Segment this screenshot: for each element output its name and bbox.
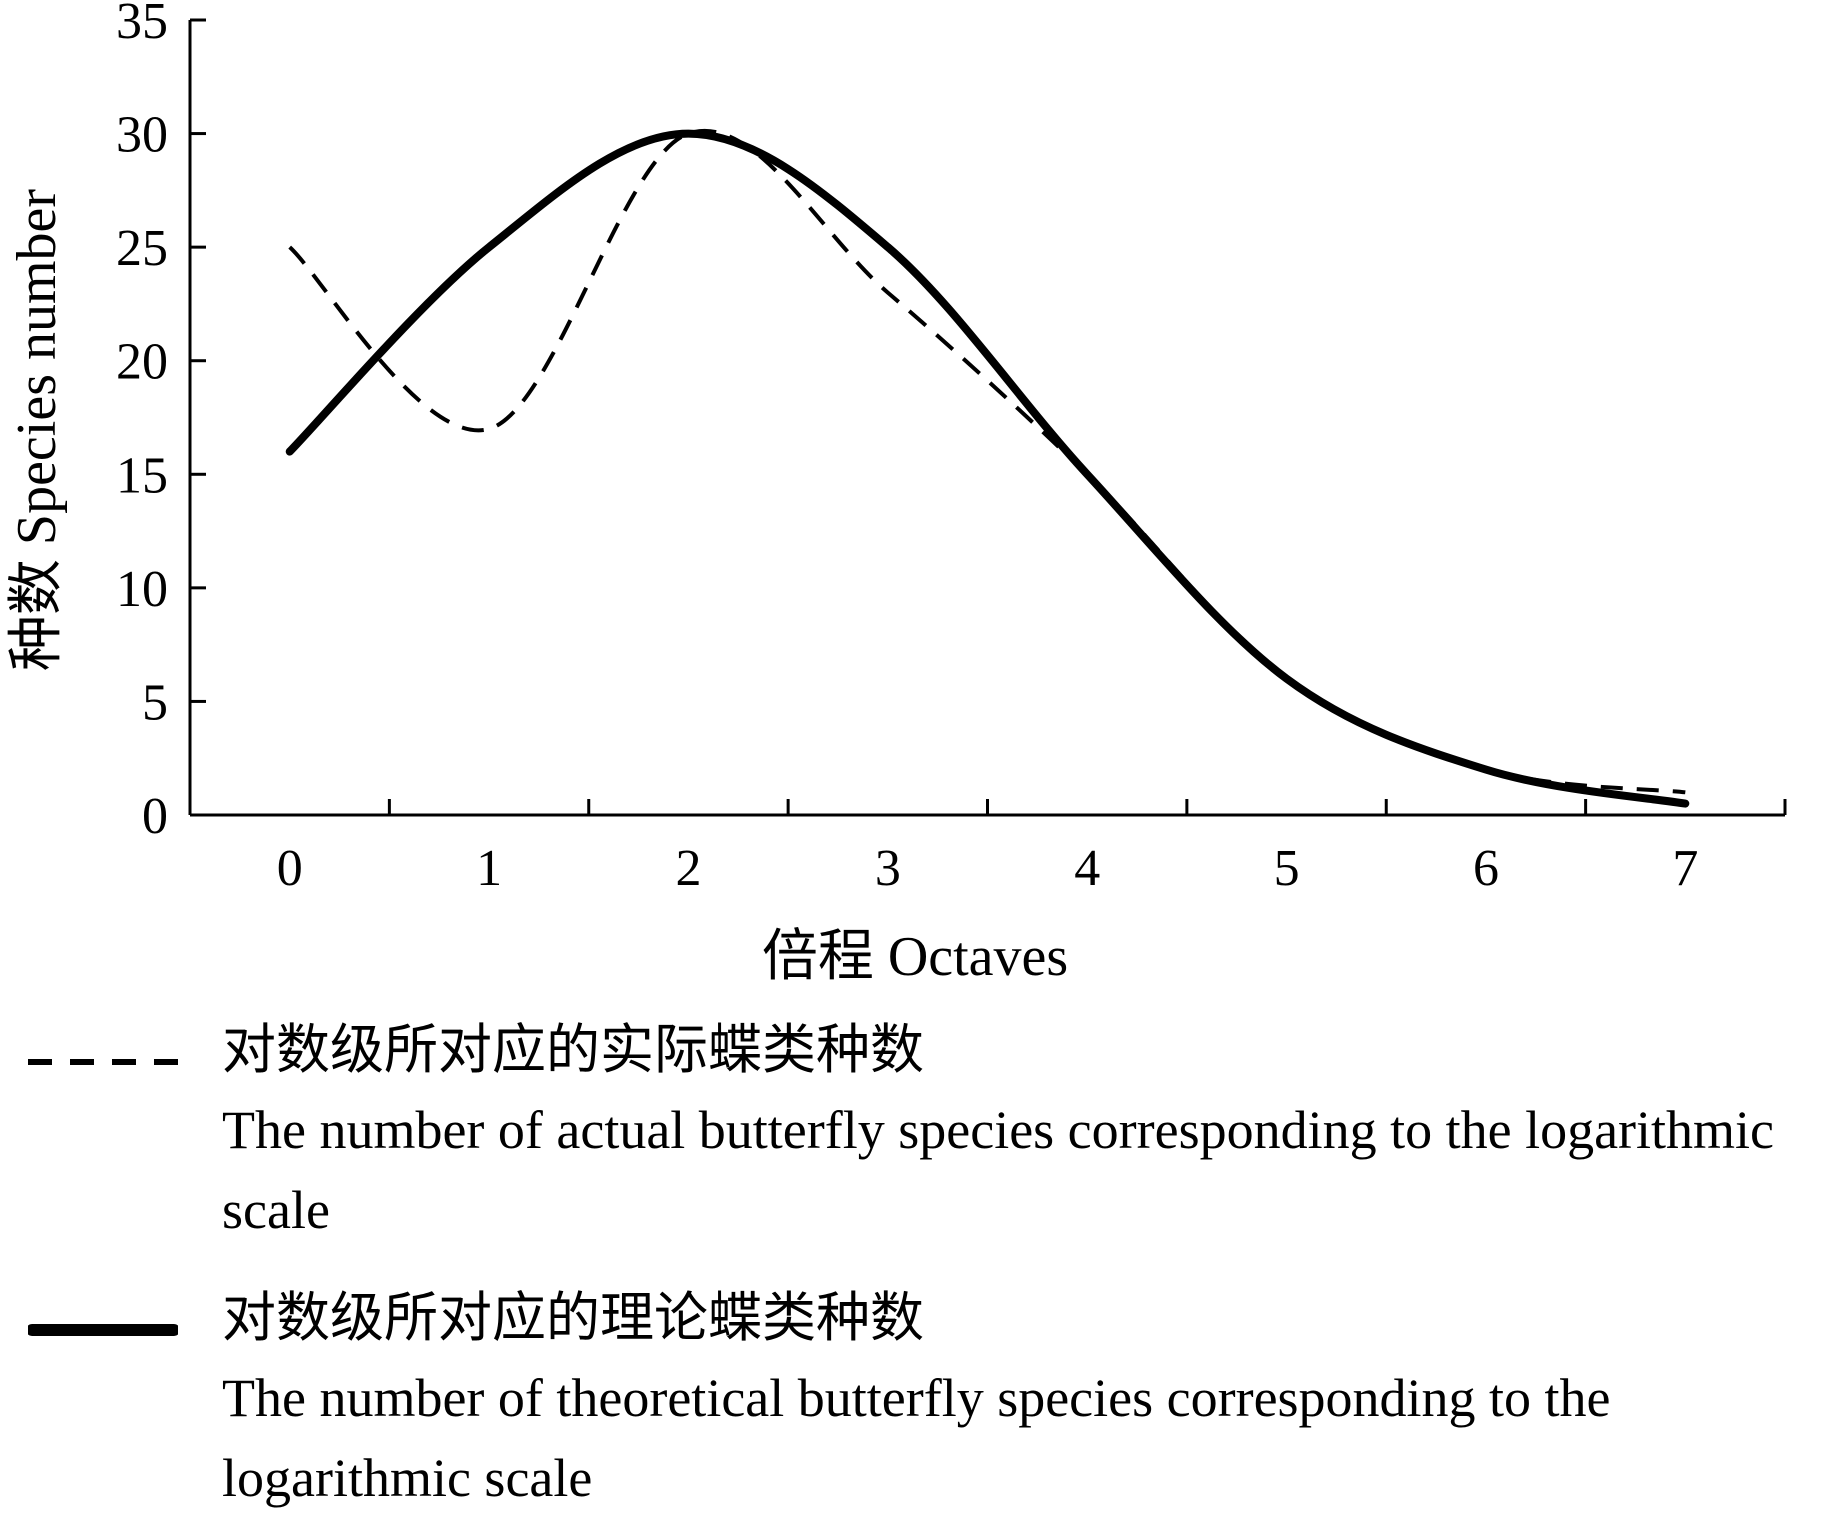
x-tick-label: 2 — [675, 840, 701, 897]
y-tick-label: 15 — [116, 447, 168, 504]
legend-label-theoretical-en: The number of theoretical butterfly spec… — [222, 1368, 1611, 1508]
y-axis-title: 种数 Species number — [6, 189, 68, 671]
x-tick-label: 3 — [875, 840, 901, 897]
axes: 0 5 10 15 20 25 30 35 0 1 2 3 4 5 6 7 — [116, 0, 1787, 897]
x-tick-label: 0 — [277, 840, 303, 897]
series-line-actual — [288, 129, 1686, 795]
legend-label-theoretical-zh: 对数级所对应的理论蝶类种数 — [222, 1288, 924, 1348]
y-tick-label: 25 — [116, 220, 168, 277]
series-line-theoretical — [285, 129, 1690, 808]
legend-label-actual-zh: 对数级所对应的实际蝶类种数 — [222, 1020, 924, 1080]
x-axis-title: 倍程 Octaves — [762, 926, 1068, 980]
legend-swatch-solid — [28, 1324, 178, 1336]
legend-label-theoretical: 对数级所对应的理论蝶类种数 The number of theoretical … — [222, 1278, 1832, 1518]
x-tick-label: 7 — [1672, 840, 1698, 897]
x-tick-label: 5 — [1274, 840, 1300, 897]
chart: 0 5 10 15 20 25 30 35 0 1 2 3 4 5 6 7 倍程 Octaves 种数 Spe… — [6, 0, 1787, 980]
series-layer — [285, 129, 1690, 808]
y-tick-label: 30 — [116, 107, 168, 164]
y-tick-label: 20 — [116, 334, 168, 391]
y-tick-label: 5 — [142, 674, 168, 731]
legend-label-actual-en: The number of actual butterfly species c… — [222, 1100, 1774, 1240]
x-tick-label: 1 — [476, 840, 502, 897]
y-tick-label: 35 — [116, 0, 168, 50]
legend-label-actual: 对数级所对应的实际蝶类种数 The number of actual butte… — [222, 1010, 1832, 1250]
x-tick-label: 6 — [1473, 840, 1499, 897]
x-tick-label: 4 — [1074, 840, 1100, 897]
legend-swatch-dashed — [28, 1059, 178, 1065]
y-tick-label: 10 — [116, 561, 168, 618]
y-tick-label: 0 — [142, 788, 168, 845]
